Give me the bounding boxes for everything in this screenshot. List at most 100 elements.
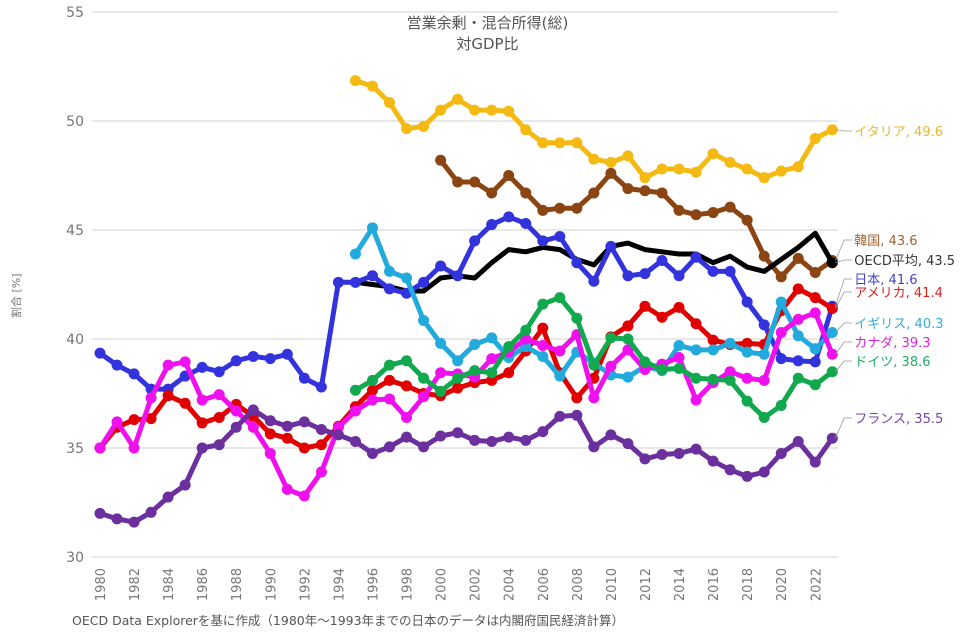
- data-point: [486, 435, 498, 447]
- data-point: [230, 421, 242, 433]
- data-point: [758, 374, 770, 386]
- data-point: [571, 392, 583, 404]
- data-point: [452, 270, 464, 282]
- data-point: [537, 235, 549, 247]
- data-point: [111, 359, 123, 371]
- data-point: [792, 355, 804, 367]
- data-point: [554, 202, 566, 214]
- data-point: [401, 411, 413, 423]
- data-point: [571, 257, 583, 269]
- data-point: [792, 372, 804, 384]
- data-point: [298, 372, 310, 384]
- data-point: [384, 359, 396, 371]
- data-point: [486, 219, 498, 231]
- data-point: [554, 292, 566, 304]
- data-point: [452, 427, 464, 439]
- chart-subtitle: 対GDP比: [0, 33, 975, 54]
- data-point: [452, 176, 464, 188]
- data-point: [741, 337, 753, 349]
- data-point: [469, 434, 481, 446]
- y-tick-label: 40: [66, 332, 84, 348]
- data-point: [520, 324, 532, 336]
- data-point: [537, 426, 549, 438]
- label-leader-line: [834, 341, 853, 355]
- series-line: [97, 407, 835, 525]
- data-point: [520, 217, 532, 229]
- series-日本: [94, 211, 838, 395]
- data-point: [622, 270, 634, 282]
- series-ドイツ: [349, 292, 838, 423]
- data-point: [605, 429, 617, 441]
- footnote: OECD Data Explorerを基に作成（1980年～1993年までの日本…: [72, 613, 625, 628]
- data-point: [537, 322, 549, 334]
- data-point: [384, 441, 396, 453]
- data-point: [826, 326, 838, 338]
- end-label: OECD平均, 43.5: [854, 254, 955, 269]
- x-tick-label: 1994: [332, 568, 347, 601]
- data-point: [554, 345, 566, 357]
- label-leader-line: [835, 259, 853, 264]
- data-point: [809, 267, 821, 279]
- data-point: [469, 338, 481, 350]
- chart-subtitle-text: 対GDP比: [448, 35, 527, 53]
- data-point: [724, 464, 736, 476]
- data-point: [162, 359, 174, 371]
- x-tick-label: 1980: [94, 568, 109, 601]
- end-label: フランス, 35.5: [854, 412, 943, 427]
- data-point: [605, 332, 617, 344]
- data-point: [537, 137, 549, 149]
- data-point: [809, 456, 821, 468]
- data-point: [94, 347, 106, 359]
- data-point: [724, 374, 736, 386]
- series-line: [97, 214, 835, 392]
- data-point: [469, 104, 481, 116]
- data-point: [366, 384, 378, 396]
- data-point: [315, 439, 327, 451]
- data-point: [281, 483, 293, 495]
- data-point: [741, 372, 753, 384]
- data-point: [656, 449, 668, 461]
- label-leader-line: [834, 239, 853, 261]
- data-point: [349, 248, 361, 260]
- data-point: [690, 251, 702, 263]
- data-point: [707, 265, 719, 277]
- data-point: [775, 447, 787, 459]
- label-leader-line: [835, 322, 853, 333]
- y-tick-label: 45: [66, 223, 84, 239]
- end-label: カナダ, 39.3: [854, 336, 930, 351]
- x-tick-label: 2004: [503, 568, 518, 601]
- data-point: [741, 470, 753, 482]
- x-tick-label: 2002: [469, 568, 484, 601]
- data-point: [826, 302, 838, 314]
- data-point: [128, 368, 140, 380]
- data-point: [758, 411, 770, 423]
- data-point: [469, 176, 481, 188]
- data-point: [230, 355, 242, 367]
- data-point: [622, 371, 634, 383]
- data-point: [554, 370, 566, 382]
- data-point: [196, 417, 208, 429]
- data-point: [622, 183, 634, 195]
- data-point: [435, 430, 447, 442]
- y-tick-label: 50: [66, 114, 84, 130]
- data-point: [809, 356, 821, 368]
- data-point: [264, 353, 276, 365]
- data-point: [264, 447, 276, 459]
- data-point: [775, 296, 787, 308]
- data-point: [264, 428, 276, 440]
- data-point: [690, 166, 702, 178]
- data-point: [503, 105, 515, 117]
- data-point: [435, 154, 447, 166]
- data-point: [162, 491, 174, 503]
- data-point: [332, 429, 344, 441]
- data-point: [111, 513, 123, 525]
- data-point: [758, 172, 770, 184]
- y-tick-label: 30: [66, 550, 84, 566]
- data-point: [775, 165, 787, 177]
- data-point: [622, 438, 634, 450]
- data-point: [707, 334, 719, 346]
- data-point: [639, 268, 651, 280]
- data-point: [826, 124, 838, 136]
- data-point: [707, 373, 719, 385]
- data-point: [145, 506, 157, 518]
